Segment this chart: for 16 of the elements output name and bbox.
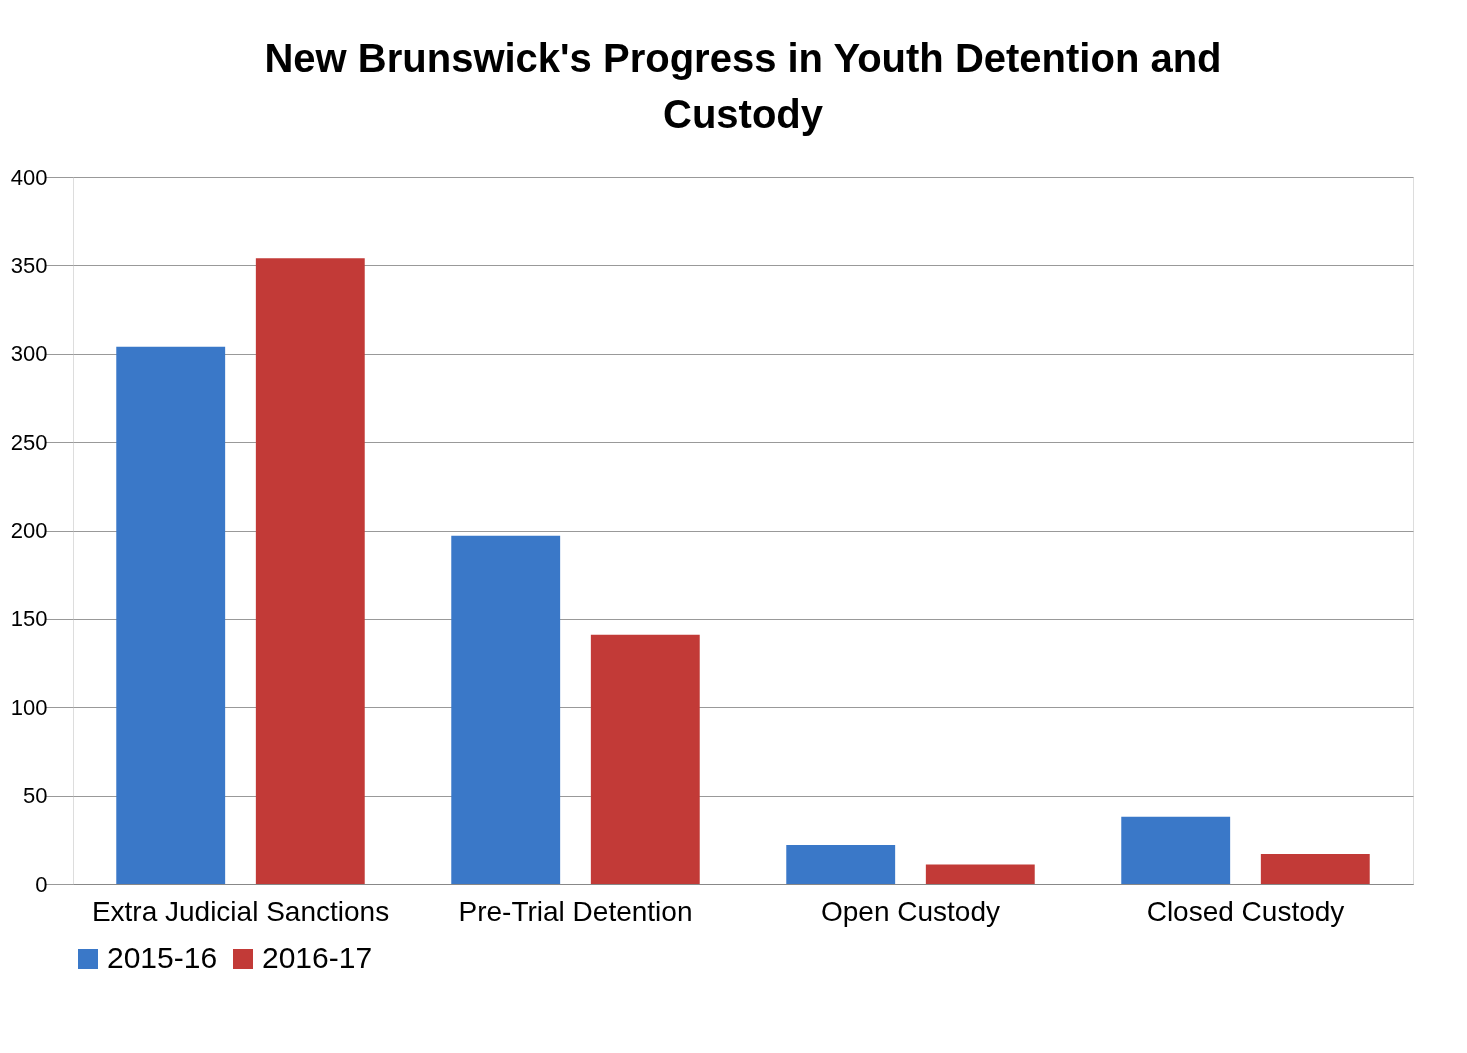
y-tick-label: 250 bbox=[10, 429, 48, 455]
y-tick-label: 350 bbox=[10, 252, 48, 278]
legend-label: 2015-16 bbox=[107, 941, 218, 974]
legend-label: 2016-17 bbox=[262, 941, 373, 974]
y-tick-label: 0 bbox=[35, 871, 48, 897]
y-tick-label: 100 bbox=[10, 694, 48, 720]
y-tick-label: 300 bbox=[10, 341, 48, 367]
y-tick-label: 150 bbox=[10, 606, 48, 632]
y-tick-label: 50 bbox=[23, 783, 48, 809]
x-tick-label: Open Custody bbox=[821, 895, 1000, 927]
chart-title: New Brunswick's Progress in Youth Detention and Custody bbox=[264, 36, 1222, 136]
y-tick-label: 400 bbox=[10, 164, 48, 190]
x-tick-label: Closed Custody bbox=[1146, 895, 1345, 927]
y-tick-label: 200 bbox=[10, 518, 48, 543]
x-tick-label: Extra Judicial Sanctions bbox=[91, 895, 390, 927]
x-tick-label: Pre-Trial Detention bbox=[458, 895, 693, 927]
